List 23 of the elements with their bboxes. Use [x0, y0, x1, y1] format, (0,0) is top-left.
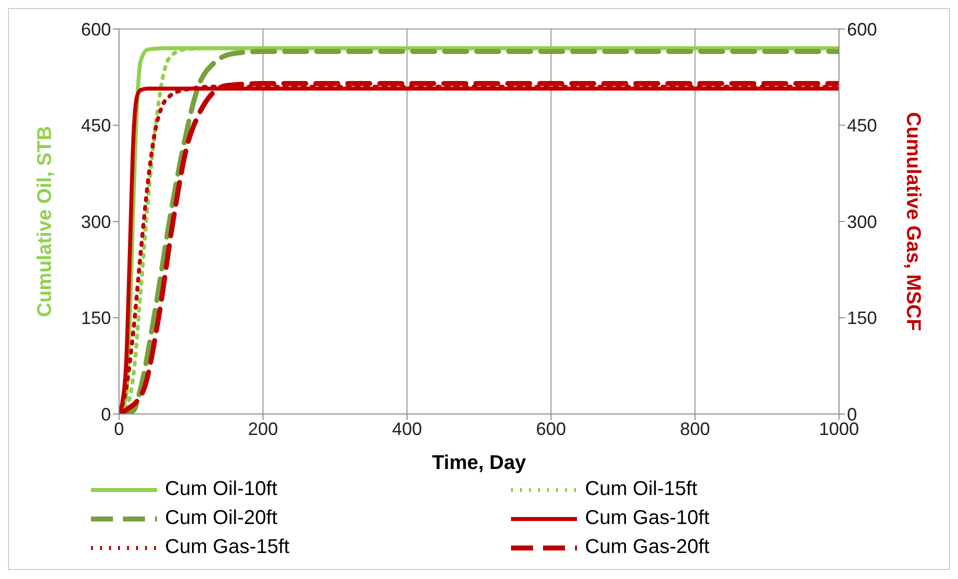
x-axis-title: Time, Day [432, 452, 527, 474]
legend-label: Cum Oil-15ft [585, 478, 698, 501]
y2-tick-label: 150 [847, 308, 878, 328]
legend-label: Cum Gas-10ft [585, 507, 710, 530]
y-tick-label: 0 [100, 404, 111, 424]
legend-label: Cum Gas-15ft [165, 536, 290, 559]
legend-label: Cum Oil-10ft [165, 478, 278, 501]
y2-axis-title: Cumulative Gas, MSCF [902, 112, 924, 331]
legend-label: Cum Gas-20ft [585, 536, 710, 559]
y-tick-label: 300 [80, 212, 111, 232]
y2-tick-label: 300 [847, 212, 878, 232]
y-tick-label: 450 [80, 116, 111, 136]
x-tick-label: 400 [392, 418, 422, 439]
y2-tick-label: 600 [847, 19, 878, 40]
y2-tick-label: 450 [847, 116, 878, 136]
y-tick-label: 600 [80, 19, 111, 40]
x-tick-label: 600 [536, 418, 566, 439]
legend-label: Cum Oil-20ft [165, 507, 278, 530]
y-axis-title: Cumulative Oil, STB [34, 126, 56, 318]
x-tick-label: 800 [680, 418, 710, 439]
y-tick-label: 150 [80, 308, 111, 328]
x-tick-label: 0 [114, 418, 124, 439]
x-tick-label: 200 [248, 418, 278, 439]
